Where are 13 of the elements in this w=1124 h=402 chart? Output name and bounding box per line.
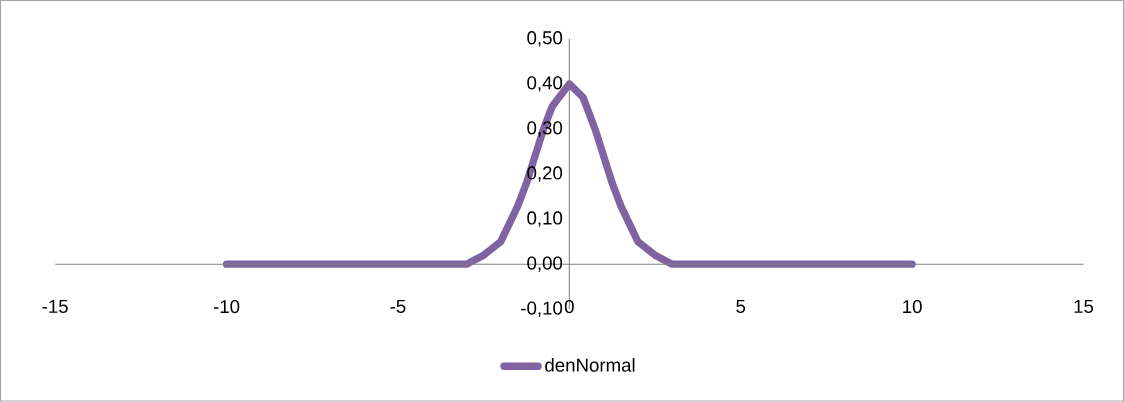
x-tick-label: 5 [736, 300, 746, 314]
x-tick-label: -5 [390, 300, 406, 314]
x-tick-label: 10 [903, 300, 922, 314]
y-tick-label: 0,10 [527, 211, 563, 227]
y-tick-label: 0,00 [527, 256, 563, 273]
x-tick-label: 0 [564, 300, 574, 314]
y-tick-label: -0,10 [521, 301, 563, 318]
x-tick-label: 15 [1074, 300, 1094, 314]
x-tick-label: -15 [42, 300, 68, 314]
y-tick-label: 0,50 [527, 31, 563, 47]
legend-label: denNormal [545, 358, 635, 372]
x-tick-label: -10 [213, 300, 240, 314]
y-tick-label: 0,40 [527, 76, 563, 92]
